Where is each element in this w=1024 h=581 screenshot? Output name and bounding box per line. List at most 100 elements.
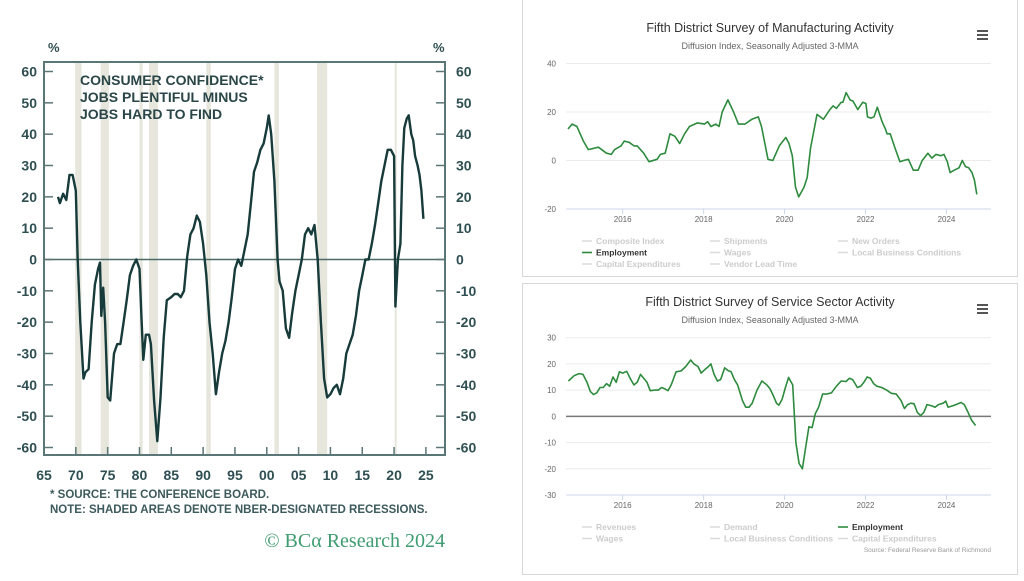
y-tick-label: 40 [547, 60, 556, 69]
chart-title-line: JOBS PLENTIFUL MINUS [80, 89, 248, 105]
hamburger-menu-icon [977, 34, 988, 36]
y-tick-label-right: 10 [456, 220, 472, 236]
y-tick-label-right: 40 [456, 126, 472, 142]
y-tick-label-right: 0 [456, 252, 464, 268]
y-tick-label-left: -10 [17, 283, 37, 299]
y-tick-label-left: 40 [21, 126, 37, 142]
x-tick-label: 2022 [857, 501, 875, 510]
y-tick-label-left: -20 [17, 314, 37, 330]
y-tick-label-right: -40 [456, 377, 476, 393]
x-tick-label: 25 [418, 467, 434, 483]
x-tick-label: 2018 [695, 215, 713, 224]
y-tick-label-left: 0 [29, 252, 37, 268]
hamburger-menu-icon [977, 38, 988, 40]
x-tick-label: 15 [354, 467, 370, 483]
hamburger-menu-icon [977, 30, 988, 32]
hamburger-menu-icon [977, 308, 988, 310]
x-tick-label: 95 [227, 467, 243, 483]
plot-frame [43, 61, 446, 456]
y-tick-label-left: -30 [17, 346, 37, 362]
footnote: * SOURCE: THE CONFERENCE BOARD. [50, 489, 269, 501]
x-tick-label: 90 [195, 467, 211, 483]
x-tick-label: 70 [68, 467, 84, 483]
x-tick-label: 75 [100, 467, 116, 483]
y-tick-label: -30 [544, 491, 556, 500]
x-tick-label: 05 [291, 467, 307, 483]
y-tick-label-left: -60 [17, 440, 37, 456]
x-tick-label: 65 [36, 467, 52, 483]
chart-title-line: CONSUMER CONFIDENCE* [80, 72, 264, 88]
y-tick-label-right: 50 [456, 95, 472, 111]
y-tick-label: 0 [552, 157, 557, 166]
legend-item-local-business-conditions[interactable]: Local Business Conditions [852, 248, 961, 258]
manufacturing-panel [522, 0, 1018, 277]
y-tick-label-right: -10 [456, 283, 476, 299]
y-tick-label: 0 [552, 412, 557, 421]
x-tick-label: 80 [132, 467, 148, 483]
legend-item-local-business-conditions[interactable]: Local Business Conditions [724, 534, 833, 544]
legend-item-demand[interactable]: Demand [724, 522, 758, 532]
legend-item-employment[interactable]: Employment [852, 522, 903, 532]
recession-band [139, 62, 143, 455]
source-credit: Source: Federal Reserve Bank of Richmond [864, 547, 992, 554]
x-tick-label: 2018 [695, 501, 713, 510]
legend-item-employment[interactable]: Employment [596, 248, 647, 258]
x-tick-label: 2016 [614, 215, 632, 224]
y-tick-label: -20 [544, 465, 556, 474]
legend-item-capital-expenditures[interactable]: Capital Expenditures [596, 259, 681, 269]
chart-subtitle: Diffusion Index, Seasonally Adjusted 3-M… [682, 315, 859, 325]
employment-line [567, 359, 977, 470]
y-axis-unit-right: % [433, 40, 445, 55]
legend-item-vendor-lead-time[interactable]: Vendor Lead Time [724, 259, 797, 269]
y-tick-label-left: 30 [21, 158, 37, 174]
y-tick-label: 10 [547, 386, 556, 395]
x-tick-label: 85 [164, 467, 180, 483]
chart-subtitle: Diffusion Index, Seasonally Adjusted 3-M… [682, 41, 859, 51]
y-tick-label: -20 [544, 205, 556, 214]
y-tick-label: 20 [547, 360, 556, 369]
bca-logo: © BCα Research 2024 [264, 530, 445, 552]
y-tick-label-left: 60 [21, 64, 37, 80]
x-tick-label: 10 [323, 467, 339, 483]
employment-line [567, 91, 978, 198]
y-tick-label-right: -50 [456, 408, 476, 424]
y-tick-label-right: -60 [456, 440, 476, 456]
y-tick-label-right: 20 [456, 189, 472, 205]
chart-title: Fifth District Survey of Manufacturing A… [646, 21, 894, 35]
y-tick-label: 20 [547, 108, 556, 117]
x-tick-label: 2016 [614, 501, 632, 510]
footnote: NOTE: SHADED AREAS DENOTE NBER-DESIGNATE… [50, 504, 428, 516]
hamburger-menu-icon [977, 312, 988, 314]
x-tick-label: 2024 [938, 501, 956, 510]
y-tick-label-left: 50 [21, 95, 37, 111]
legend-item-wages[interactable]: Wages [596, 534, 623, 544]
legend-item-shipments[interactable]: Shipments [724, 236, 768, 246]
legend-item-wages[interactable]: Wages [724, 248, 751, 258]
y-tick-label: 30 [547, 334, 556, 343]
y-tick-label-right: -30 [456, 346, 476, 362]
x-tick-label: 2022 [857, 215, 875, 224]
hamburger-menu-icon [977, 304, 988, 306]
recession-band [317, 62, 328, 455]
y-tick-label-right: -20 [456, 314, 476, 330]
x-tick-label: 20 [386, 467, 402, 483]
x-tick-label: 00 [259, 467, 275, 483]
legend-item-revenues[interactable]: Revenues [596, 522, 636, 532]
chart-title: Fifth District Survey of Service Sector … [645, 295, 895, 309]
chart-title-line: JOBS HARD TO FIND [80, 106, 222, 122]
y-tick-label-left: -50 [17, 408, 37, 424]
recession-band [206, 62, 211, 455]
x-tick-label: 2020 [776, 215, 794, 224]
legend-item-composite-index[interactable]: Composite Index [596, 236, 665, 246]
y-tick-label: -10 [544, 439, 556, 448]
recession-band [100, 62, 109, 455]
x-tick-label: 2024 [938, 215, 956, 224]
legend-item-capital-expenditures[interactable]: Capital Expenditures [852, 534, 937, 544]
y-tick-label-left: 20 [21, 189, 37, 205]
y-tick-label-right: 30 [456, 158, 472, 174]
recession-band [149, 62, 158, 455]
y-axis-unit-left: % [48, 40, 60, 55]
legend-item-new-orders[interactable]: New Orders [852, 236, 900, 246]
x-tick-label: 2020 [776, 501, 794, 510]
